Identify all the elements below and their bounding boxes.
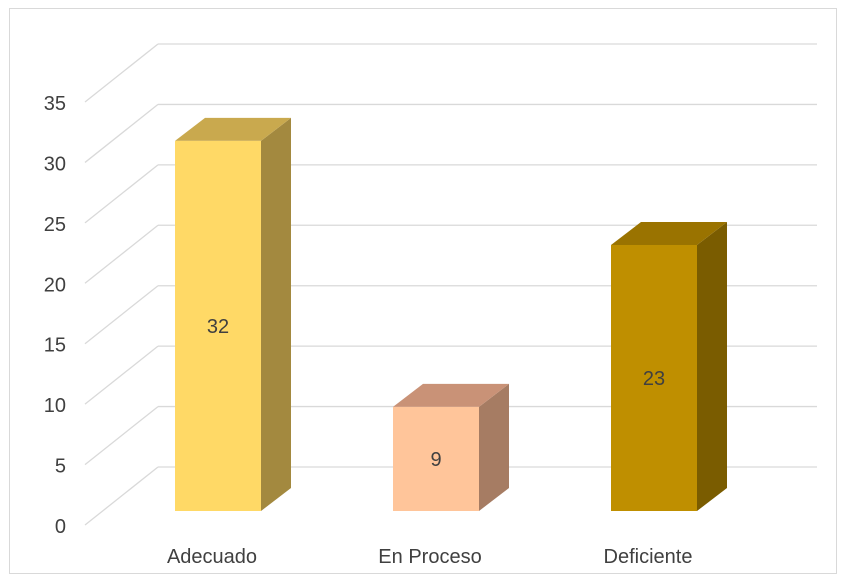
bar-adecuado: 32 (175, 117, 291, 511)
gridline-diagonal (84, 406, 159, 466)
bar-top-face (175, 117, 291, 141)
gridline-diagonal (84, 164, 159, 224)
gridline-diagonal (84, 285, 159, 345)
bar-side-face (261, 117, 291, 511)
bar-top-face (393, 383, 509, 407)
category-label: Deficiente (604, 546, 693, 568)
category-label: En Proceso (378, 546, 481, 568)
y-tick-label: 0 (55, 516, 66, 538)
bar-front-face (175, 140, 261, 511)
data-label: 9 (430, 449, 441, 471)
y-tick-label: 30 (44, 153, 66, 175)
bar-front-face (611, 244, 697, 512)
category-labels: Adecuado En Proceso Deficiente (167, 546, 693, 568)
gridline-diagonal (84, 345, 159, 405)
category-label: Adecuado (167, 546, 257, 568)
gridline-diagonal (84, 103, 159, 163)
y-tick-label: 5 (55, 456, 66, 478)
bar-side-face (479, 383, 509, 511)
y-axis-ticks: 0 5 10 15 20 25 30 35 (44, 93, 66, 538)
y-tick-label: 10 (44, 395, 66, 417)
y-tick-label: 15 (44, 335, 66, 357)
gridline-diagonal (84, 224, 159, 284)
gridline-diagonal (84, 43, 159, 103)
bar-en-proceso: 9 (393, 383, 509, 511)
y-tick-label: 35 (44, 93, 66, 115)
bar-front-face (393, 406, 479, 511)
gridline-diagonal (84, 466, 159, 526)
y-tick-label: 20 (44, 274, 66, 296)
y-tick-label: 25 (44, 214, 66, 236)
bars: 32 9 23 (175, 117, 727, 512)
bar-top-face (611, 221, 727, 245)
bar-deficiente: 23 (611, 221, 727, 512)
data-label: 23 (643, 368, 665, 390)
bar-side-face (697, 221, 727, 512)
data-label: 32 (207, 316, 229, 338)
